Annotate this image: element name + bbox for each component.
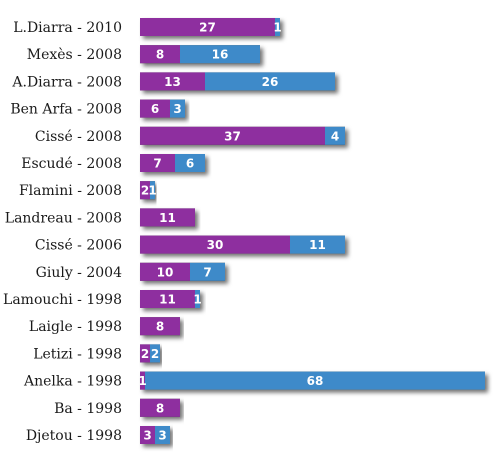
data-label: 4 [331,129,339,143]
category-label: Lamouchi - 1998 [3,292,122,308]
bar-segment [275,18,280,36]
data-label: 1 [148,184,156,198]
data-label: 6 [151,102,159,116]
category-label: Letizi - 1998 [33,346,122,362]
category-label: Flamini - 2008 [19,183,122,199]
data-label: 6 [186,157,194,171]
data-label: 30 [207,238,224,252]
category-label: Ba - 1998 [54,401,122,417]
bar-segment [190,262,225,281]
bar-group: 11 [140,208,195,227]
bar-segment [140,99,170,118]
bar-segment [150,344,160,363]
bar-segment [290,235,345,254]
data-label: 2 [151,347,159,361]
category-label: Cissé - 2006 [35,238,122,254]
data-label: 3 [143,429,151,443]
bar-group: 10 7 [140,262,225,281]
data-label: 1 [138,374,146,388]
data-label: 7 [203,265,211,279]
category-label: Cissé - 2008 [35,129,122,145]
bar-segment [140,181,150,200]
bar-segment [140,426,155,444]
data-label: 1 [193,293,201,307]
data-label: 27 [199,21,216,35]
bar-segment [140,18,275,36]
bar-segment [325,126,345,145]
data-label: 3 [173,102,181,116]
category-label: Escudé - 2008 [21,156,122,172]
category-label: Anelka - 1998 [23,374,122,390]
bar-group: 8 [140,317,180,336]
bar-segment [205,72,335,91]
category-label: Laigle - 1998 [29,319,122,335]
category-label: Giuly - 2004 [36,265,122,281]
data-label: 8 [156,48,164,62]
bar-group: 27 1 [140,18,282,36]
bar-segment [140,154,175,172]
data-label: 13 [164,75,181,89]
bar-segment [140,72,205,91]
bar-segment [140,317,180,336]
bar-segment [155,426,170,444]
bar-segment [195,290,200,308]
bar-segment [140,235,290,254]
bar-segment [140,262,190,281]
bar-group: 8 [140,398,180,417]
data-label: 8 [156,401,164,415]
data-label: 8 [156,320,164,334]
bar-group: 1 68 [138,371,485,390]
category-label: Mexès - 2008 [27,47,122,63]
category-label: L.Diarra - 2010 [13,20,122,36]
data-label: 11 [309,238,326,252]
bar-segment [175,154,205,172]
bar-group: 13 26 [140,72,335,91]
bar-segment [140,371,145,390]
bar-segment [140,45,180,64]
data-label: 26 [262,75,279,89]
data-label: 7 [153,157,161,171]
bar-segment [180,45,260,64]
bar-segment [140,344,150,363]
bar-segment [140,290,195,308]
bar-segment [145,371,485,390]
bar-group: 8 16 [140,45,260,64]
bar-group: 30 11 [140,235,345,254]
data-label: 2 [141,347,149,361]
bar-group: 11 1 [140,290,202,308]
data-label: 3 [158,429,166,443]
category-label: Ben Arfa - 2008 [10,102,122,118]
data-label: 2 [141,184,149,198]
data-label: 11 [159,211,176,225]
data-label: 1 [273,21,281,35]
category-axis-labels: L.Diarra - 2010 Mexès - 2008 A.Diarra - 20… [3,20,122,444]
bar-segment [170,99,185,118]
bar-segment [140,208,195,227]
bar-group: 37 4 [140,126,345,145]
data-label: 37 [224,129,241,143]
bar-segment [140,126,325,145]
category-label: Djetou - 1998 [26,428,122,444]
bar-segment [140,398,180,417]
bar-segment [150,181,155,200]
data-label: 68 [307,374,324,388]
data-label: 10 [157,265,174,279]
data-label: 16 [212,48,229,62]
category-label: Landreau - 2008 [5,210,122,226]
data-label: 11 [159,293,176,307]
category-label: A.Diarra - 2008 [11,74,122,90]
